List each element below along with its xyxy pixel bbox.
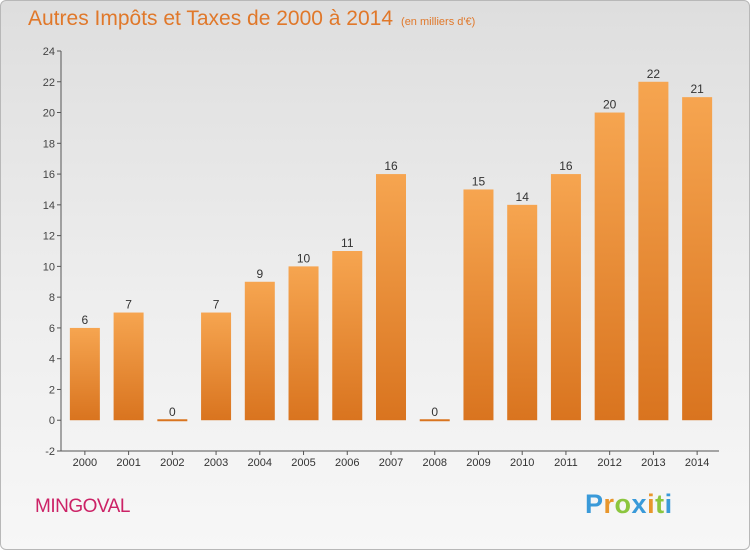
y-tick-label: 8 xyxy=(49,292,55,304)
logo-letter: r xyxy=(603,489,615,519)
data-label: 0 xyxy=(169,405,176,419)
logo-letter: i xyxy=(647,489,656,519)
bar xyxy=(463,189,494,421)
y-tick-label: -2 xyxy=(45,446,55,458)
bar xyxy=(376,174,406,421)
bar xyxy=(682,97,713,421)
chart-subtitle: (en milliers d'€) xyxy=(401,16,476,28)
bar-series xyxy=(69,81,713,422)
y-tick-label: 0 xyxy=(49,415,55,427)
bar xyxy=(113,312,144,421)
x-tick-label: 2002 xyxy=(160,457,184,469)
x-tick-label: 2010 xyxy=(510,457,534,469)
x-tick-label: 2011 xyxy=(554,457,578,469)
x-tick-label: 2003 xyxy=(204,457,228,469)
bar xyxy=(201,312,232,421)
logo-letter: o xyxy=(614,489,632,519)
chart-title-group: Autres Impôts et Taxes de 2000 à 2014 (en… xyxy=(28,7,475,31)
data-label: 9 xyxy=(256,267,263,281)
bar xyxy=(638,81,669,421)
bar xyxy=(507,204,538,421)
bar xyxy=(594,112,625,421)
y-tick-label: 6 xyxy=(49,323,55,335)
logo-letter: i xyxy=(664,489,673,519)
x-tick-label: 2004 xyxy=(248,457,272,469)
x-tick-label: 2013 xyxy=(641,457,665,469)
y-tick-label: 10 xyxy=(43,261,55,273)
data-label: 14 xyxy=(516,190,530,204)
y-tick-label: 16 xyxy=(43,169,55,181)
y-tick-label: 4 xyxy=(49,354,55,366)
bar xyxy=(244,281,275,421)
y-tick-label: 22 xyxy=(43,77,55,89)
bar xyxy=(288,266,319,421)
proxiti-logo[interactable]: Proxiti xyxy=(585,489,673,520)
data-label: 7 xyxy=(125,298,132,312)
x-tick-label: 2007 xyxy=(379,457,403,469)
y-tick-label: 20 xyxy=(43,108,55,120)
data-label: 16 xyxy=(384,159,398,173)
x-tick-label: 2000 xyxy=(73,457,97,469)
y-tick-label: 24 xyxy=(43,46,55,58)
logo-letter: t xyxy=(655,489,665,519)
x-tick-label: 2006 xyxy=(335,457,359,469)
y-tick-label: 14 xyxy=(43,200,55,212)
data-label: 0 xyxy=(431,405,438,419)
data-label: 21 xyxy=(690,82,704,96)
x-tick-label: 2014 xyxy=(685,457,709,469)
x-tick-label: 2012 xyxy=(597,457,621,469)
data-label: 16 xyxy=(559,159,573,173)
logo-letter: P xyxy=(585,489,604,519)
y-tick-label: 18 xyxy=(43,138,55,150)
data-label: 7 xyxy=(213,298,220,312)
data-label: 15 xyxy=(472,174,486,188)
bar xyxy=(550,174,581,421)
y-tick-label: 2 xyxy=(49,384,55,396)
x-tick-label: 2008 xyxy=(422,457,446,469)
commune-name: MINGOVAL xyxy=(35,496,130,517)
value-labels: 6 7 0 7 9 10 11 16 0 15 14 16 20 22 21 xyxy=(82,67,705,419)
data-label: 10 xyxy=(297,251,311,265)
bar xyxy=(69,327,100,421)
y-tick-label: 12 xyxy=(43,231,55,243)
data-label: 20 xyxy=(603,98,617,112)
x-tick-label: 2005 xyxy=(291,457,315,469)
x-tick-label: 2009 xyxy=(466,457,490,469)
chart-title: Autres Impôts et Taxes de 2000 à 2014 xyxy=(28,7,394,30)
data-label: 11 xyxy=(341,236,354,250)
bar xyxy=(332,251,363,421)
data-label: 22 xyxy=(647,67,661,81)
data-label: 6 xyxy=(82,313,89,327)
logo-letter: x xyxy=(631,489,648,519)
x-tick-label: 2001 xyxy=(116,457,140,469)
